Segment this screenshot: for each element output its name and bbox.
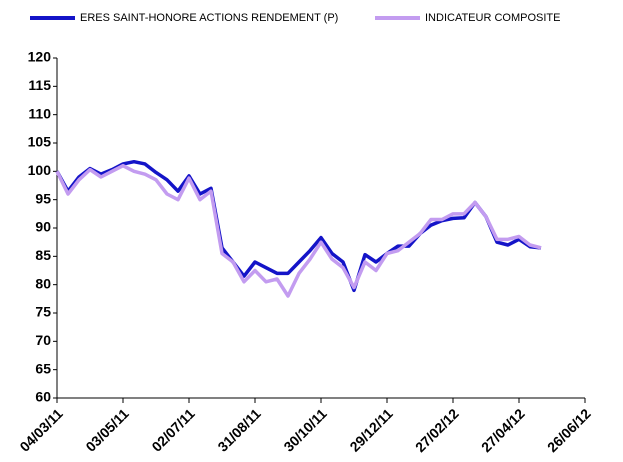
x-tick-label: 29/12/11: [346, 405, 395, 454]
y-tick-label: 95: [35, 190, 51, 206]
y-tick-label: 60: [35, 389, 51, 405]
series-line: [55, 159, 542, 293]
legend-label: ERES SAINT-HONORE ACTIONS RENDEMENT (P): [80, 12, 338, 24]
x-tick-label: 26/06/12: [544, 405, 594, 455]
y-tick-label: 70: [35, 332, 51, 348]
y-tick-label: 80: [35, 275, 51, 291]
x-tick-label: 27/04/12: [478, 405, 528, 455]
y-tick-label: 105: [28, 134, 52, 150]
x-tick-label: 27/02/12: [412, 405, 462, 455]
x-tick-label: 03/05/11: [82, 405, 131, 454]
y-tick-label: 90: [35, 219, 51, 235]
y-tick-label: 85: [35, 247, 51, 263]
x-tick-label: 31/08/11: [214, 405, 263, 454]
x-tick-label: 30/10/11: [280, 405, 329, 454]
x-tick-label: 04/03/11: [16, 405, 65, 454]
legend-label: INDICATEUR COMPOSITE: [425, 12, 560, 24]
y-tick-label: 65: [35, 360, 51, 376]
y-tick-label: 120: [28, 49, 52, 65]
x-tick-label: 02/07/11: [148, 405, 197, 454]
y-tick-label: 115: [28, 77, 51, 93]
series-line: [55, 163, 542, 298]
y-tick-label: 75: [35, 304, 51, 320]
y-tick-label: 100: [28, 162, 52, 178]
y-tick-label: 110: [28, 105, 51, 121]
